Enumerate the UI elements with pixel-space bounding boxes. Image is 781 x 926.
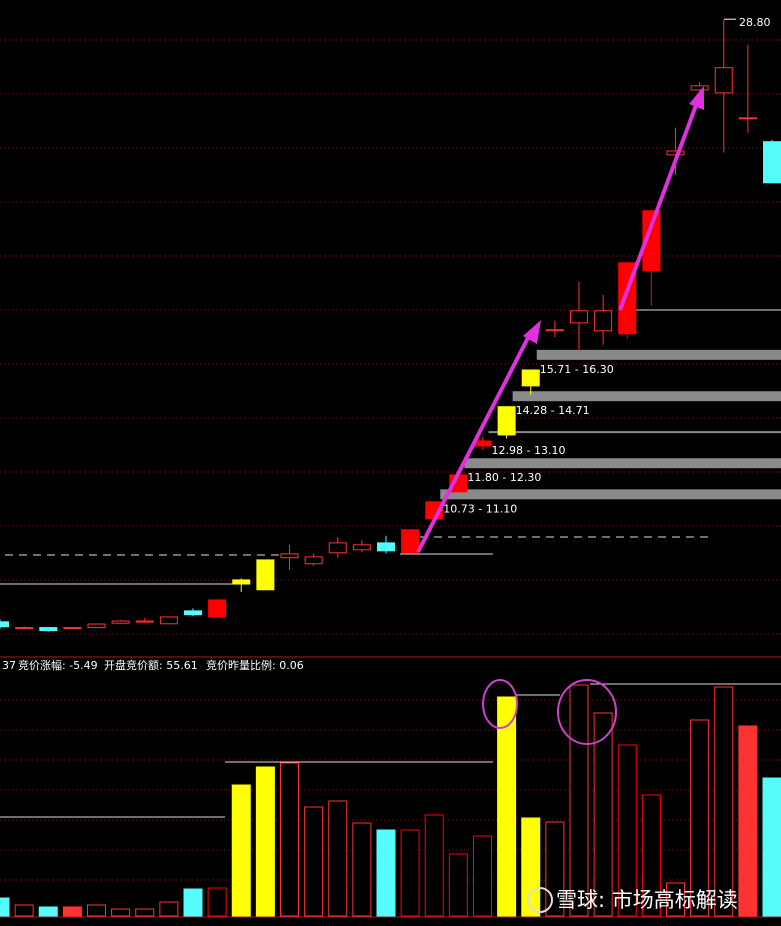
arrowhead [523,320,541,344]
volume-bar [617,744,637,917]
candle-body [135,620,154,623]
zones: 10.73 - 11.10 11.80 - 12.30 12.98 - 13.10 1… [440,349,781,515]
zone-label: 10.73 - 11.10 [443,502,517,515]
candle-body [304,556,323,565]
candle-body [232,579,251,585]
candle-body [15,627,34,630]
volume-bar [376,829,396,917]
info-text: 竞价昨量比例: 0.06 [206,658,304,672]
volume-bar [521,817,541,917]
candle-body [690,85,709,91]
zone-band [536,349,781,360]
zone-band [512,391,781,402]
volume-bar [762,777,781,917]
zone-band [464,458,781,469]
volume-bar [328,800,348,917]
candles [0,19,781,632]
watermark: 雪球: 市场高标解读 [556,888,738,912]
candle-body [328,542,347,554]
trend-arrows [416,86,704,745]
volume-bar [448,853,468,917]
volume-bar [207,887,227,917]
volume-bar [714,686,734,917]
volume-bar [87,904,106,917]
volume-bar [280,762,299,917]
candle-body [159,616,178,625]
candle-body [401,529,420,554]
arrowhead [689,86,704,110]
info-line: 37 竞价涨幅: -5.49 开盘竞价额: 55.61 竞价昨量比例: 0.06 [2,658,304,672]
candle-body [497,406,516,436]
trend-arrow [618,99,700,311]
volume-bar [62,906,82,917]
candle-body [87,623,106,629]
candle-body [63,627,82,630]
zone-band [440,489,781,500]
candle-body [666,150,685,156]
volume-bar [159,901,179,917]
volume-bar [111,908,131,917]
watermark-logo [527,887,553,913]
candle-body [714,67,733,94]
candle-body [352,544,371,551]
candle-body [521,369,540,387]
reference-lines [0,309,781,818]
volume-bar [497,696,517,917]
candle-body [377,542,395,552]
zone-label: 14.28 - 14.71 [516,404,590,417]
candle-body [738,117,757,120]
candle-body [763,141,781,184]
max-label: 28.80 [739,16,771,29]
candle-body [280,553,299,559]
volume-bar [352,822,372,917]
volume-bar [593,712,613,917]
candle-body [184,610,202,616]
volume-bar [473,835,492,917]
candle-body [570,310,588,324]
candle-body [594,310,613,332]
volume-bar [690,719,710,917]
volume-bar [38,906,58,917]
info-text: 竞价涨幅: -5.49 [18,658,98,672]
volume-bar [231,784,251,917]
highlight-circle [557,679,617,745]
zone-label: 15.71 - 16.30 [540,363,614,376]
volume-bar [424,814,444,917]
info-text: 开盘竞价额: 55.61 [104,658,198,672]
volume-bar [255,766,275,917]
info-text: 37 [2,659,16,672]
candle-body [208,599,227,618]
candle-body [642,210,661,272]
volume-bar [400,829,420,917]
volume-bar [641,794,661,917]
volume-bar [0,897,10,917]
zone-label: 11.80 - 12.30 [467,471,541,484]
zone-band [488,431,781,434]
volume-bar [569,684,589,917]
volume-bar [304,806,324,917]
candle-body [111,620,130,624]
volume-bar [14,904,34,917]
highlight-circle [482,679,518,729]
volume-bars [0,684,781,917]
zone-label: 12.98 - 13.10 [492,444,566,457]
trend-arrow [416,329,534,553]
volume-bar [135,908,155,917]
watermark-group: 雪球: 市场高标解读 [527,887,738,913]
candle-body [545,329,564,332]
candle-body [39,627,58,632]
volume-bar [666,882,685,917]
candle-body [256,559,275,591]
volume-bar [183,888,203,917]
candle-body [0,621,9,628]
volume-bar [738,725,758,917]
